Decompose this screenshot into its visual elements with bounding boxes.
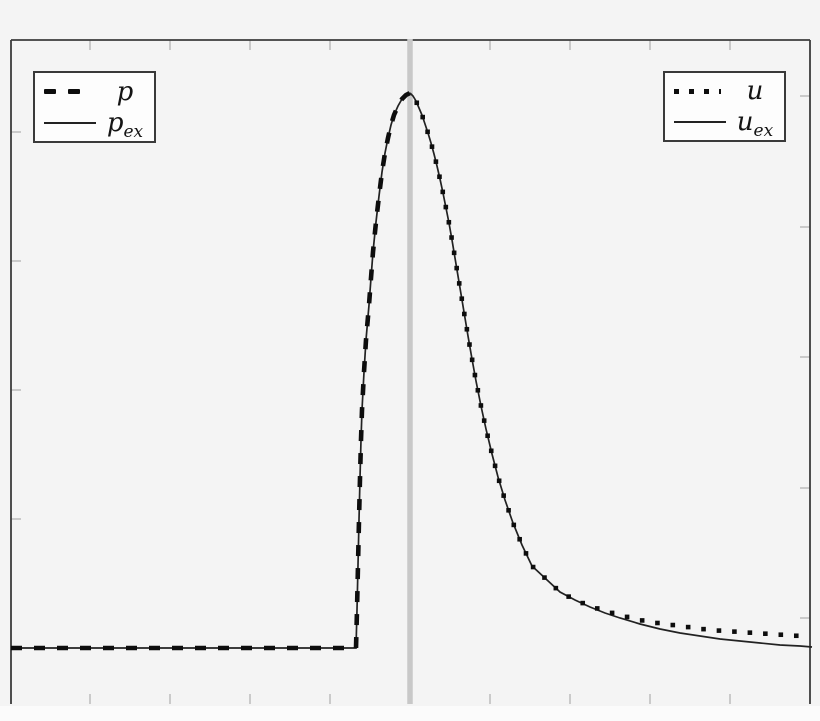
line-icon [44, 121, 96, 124]
dotted-line-sample-icon [674, 88, 732, 94]
legend-entry-p: p [41, 76, 148, 107]
solid-line-sample-icon [44, 121, 102, 124]
legend-label-p: p [102, 78, 148, 106]
legend-label-p-ex-text: p [106, 107, 124, 138]
legend-entry-u: u [671, 76, 778, 107]
legend-p: p pex [33, 71, 156, 143]
dash-icon [44, 89, 56, 94]
legend-label-u: u [732, 77, 778, 105]
dashed-line-sample-icon [44, 89, 102, 94]
legend-label-u-ex-text: u [736, 106, 754, 137]
dash-icon [68, 89, 80, 94]
legend-label-p-ex: pex [102, 107, 148, 141]
dot-icon [719, 88, 721, 94]
line-icon [674, 120, 726, 123]
legend-label-u-ex: uex [732, 106, 778, 140]
legend-label-u-text: u [746, 76, 764, 107]
solid-line-sample-icon [674, 120, 732, 123]
legend-label-u-ex-subscript: ex [753, 120, 774, 141]
legend-entry-u-ex: uex [671, 106, 778, 140]
dot-icon [674, 88, 679, 94]
legend-label-p-ex-subscript: ex [123, 121, 144, 142]
dot-icon [704, 88, 709, 94]
legend-u: u uex [663, 71, 786, 142]
legend-label-p-text: p [116, 76, 134, 107]
legend-entry-p-ex: pex [41, 107, 148, 141]
dot-icon [689, 88, 694, 94]
